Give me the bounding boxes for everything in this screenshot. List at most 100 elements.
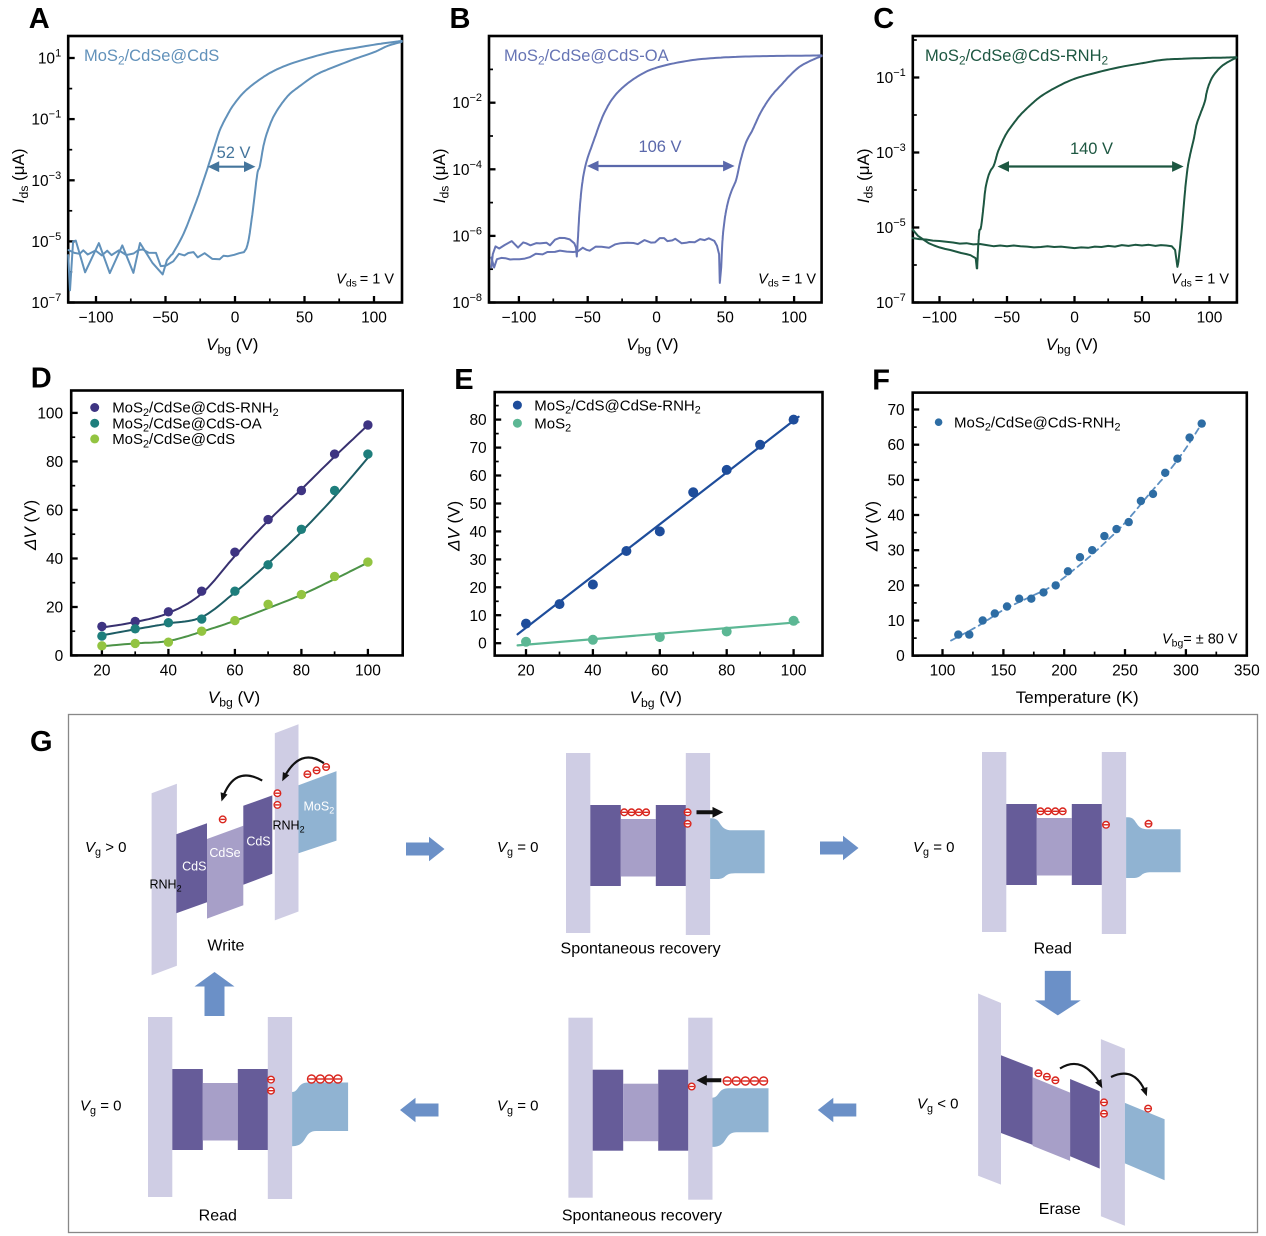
svg-text:20: 20 <box>469 580 487 597</box>
svg-text:80: 80 <box>718 663 736 680</box>
svg-text:MoS2: MoS2 <box>534 415 571 434</box>
svg-text:Vg > 0: Vg > 0 <box>85 839 126 858</box>
svg-text:Vds = 1 V: Vds = 1 V <box>336 272 394 290</box>
svg-text:MoS2/CdSe@CdS-OA: MoS2/CdSe@CdS-OA <box>504 47 669 68</box>
svg-text:MoS2/CdSe@CdS: MoS2/CdSe@CdS <box>112 431 235 450</box>
svg-text:40: 40 <box>887 508 905 525</box>
svg-text:60: 60 <box>887 437 905 454</box>
svg-text:Vbg (V): Vbg (V) <box>626 335 678 357</box>
svg-text:106 V: 106 V <box>638 138 681 156</box>
svg-text:60: 60 <box>651 663 669 680</box>
svg-text:MoS2/CdS@CdSe-RNH2: MoS2/CdS@CdSe-RNH2 <box>534 397 700 416</box>
svg-text:F: F <box>872 365 890 397</box>
svg-text:Vg = 0: Vg = 0 <box>497 1098 538 1117</box>
svg-text:Spontaneous recovery: Spontaneous recovery <box>562 1208 722 1225</box>
svg-text:20: 20 <box>517 663 535 680</box>
svg-text:Spontaneous recovery: Spontaneous recovery <box>561 941 721 958</box>
svg-text:30: 30 <box>469 552 487 569</box>
svg-text:MoS2/CdSe@CdS-RNH2: MoS2/CdSe@CdS-RNH2 <box>954 414 1120 433</box>
svg-text:0: 0 <box>55 648 64 665</box>
svg-text:140 V: 140 V <box>1070 140 1113 158</box>
svg-text:50: 50 <box>469 496 487 513</box>
svg-text:250: 250 <box>1112 663 1138 680</box>
svg-text:40: 40 <box>584 663 602 680</box>
svg-text:Vbg (V): Vbg (V) <box>630 688 682 710</box>
svg-text:−100: −100 <box>501 310 536 327</box>
svg-text:50: 50 <box>296 310 314 327</box>
svg-text:Vg < 0: Vg < 0 <box>917 1096 958 1115</box>
svg-text:60: 60 <box>46 502 64 519</box>
svg-text:40: 40 <box>469 524 487 541</box>
svg-text:Temperature (K): Temperature (K) <box>1016 688 1139 707</box>
svg-text:100: 100 <box>361 310 387 327</box>
svg-text:100: 100 <box>1197 310 1223 327</box>
svg-text:52 V: 52 V <box>217 144 251 162</box>
svg-text:100: 100 <box>355 662 381 679</box>
svg-text:ΔV (V): ΔV (V) <box>445 501 464 552</box>
svg-text:ΔV (V): ΔV (V) <box>21 500 40 551</box>
svg-text:60: 60 <box>469 468 487 485</box>
svg-text:70: 70 <box>887 402 905 419</box>
svg-text:−100: −100 <box>922 310 957 327</box>
svg-text:MoS2/CdSe@CdS-RNH2: MoS2/CdSe@CdS-RNH2 <box>112 400 278 419</box>
svg-text:Vbg (V): Vbg (V) <box>1046 335 1098 357</box>
svg-text:MoS2/CdSe@CdS-OA: MoS2/CdSe@CdS-OA <box>112 415 262 434</box>
svg-text:Vg = 0: Vg = 0 <box>913 839 954 858</box>
svg-text:80: 80 <box>293 662 311 679</box>
svg-text:40: 40 <box>46 551 64 568</box>
svg-text:50: 50 <box>717 310 735 327</box>
svg-text:50: 50 <box>887 472 905 489</box>
svg-text:80: 80 <box>46 454 64 471</box>
svg-text:Vg = 0: Vg = 0 <box>497 839 538 858</box>
svg-text:B: B <box>450 3 471 35</box>
svg-text:Vg = 0: Vg = 0 <box>80 1098 121 1117</box>
svg-text:0: 0 <box>896 648 905 665</box>
svg-text:RNH2: RNH2 <box>150 878 182 894</box>
svg-text:Vbg= ± 80 V: Vbg= ± 80 V <box>1162 632 1238 650</box>
svg-text:CdS: CdS <box>182 860 206 874</box>
svg-text:10: 10 <box>469 608 487 625</box>
svg-text:ΔV (V): ΔV (V) <box>863 501 882 552</box>
svg-text:50: 50 <box>1133 310 1151 327</box>
svg-text:−50: −50 <box>994 310 1021 327</box>
svg-text:100: 100 <box>37 405 63 422</box>
svg-text:20: 20 <box>46 600 64 617</box>
svg-text:Read: Read <box>199 1208 237 1225</box>
svg-text:CdS: CdS <box>246 835 270 849</box>
svg-text:Ids (μA): Ids (μA) <box>9 148 31 203</box>
svg-text:Vds = 1 V: Vds = 1 V <box>1171 272 1229 290</box>
svg-text:−100: −100 <box>79 310 114 327</box>
svg-text:MoS2/CdSe@CdS: MoS2/CdSe@CdS <box>84 47 219 68</box>
svg-text:350: 350 <box>1234 663 1260 680</box>
svg-text:40: 40 <box>160 662 178 679</box>
svg-text:−50: −50 <box>152 310 179 327</box>
svg-text:Vbg (V): Vbg (V) <box>206 335 258 357</box>
svg-text:Read: Read <box>1034 941 1072 958</box>
svg-text:A: A <box>29 3 50 35</box>
svg-text:200: 200 <box>1051 663 1077 680</box>
svg-text:20: 20 <box>887 578 905 595</box>
svg-text:Ids (μA): Ids (μA) <box>854 148 876 203</box>
svg-text:RNH2: RNH2 <box>273 819 305 835</box>
svg-text:−50: −50 <box>575 310 602 327</box>
svg-text:MoS2/CdSe@CdS-RNH2: MoS2/CdSe@CdS-RNH2 <box>925 47 1109 68</box>
svg-text:150: 150 <box>990 663 1016 680</box>
svg-text:Vbg (V): Vbg (V) <box>208 688 260 710</box>
svg-text:100: 100 <box>930 663 956 680</box>
svg-text:80: 80 <box>469 412 487 429</box>
svg-text:MoS2: MoS2 <box>304 800 335 816</box>
svg-text:0: 0 <box>231 310 240 327</box>
svg-text:G: G <box>30 726 53 758</box>
svg-text:30: 30 <box>887 543 905 560</box>
svg-text:Write: Write <box>207 938 244 955</box>
svg-text:CdSe: CdSe <box>209 846 240 860</box>
svg-text:300: 300 <box>1173 663 1199 680</box>
svg-text:Ids (μA): Ids (μA) <box>430 148 452 203</box>
svg-text:D: D <box>31 363 52 395</box>
svg-text:E: E <box>454 364 473 396</box>
svg-text:20: 20 <box>93 662 111 679</box>
svg-text:0: 0 <box>1070 310 1079 327</box>
svg-text:100: 100 <box>781 663 807 680</box>
svg-text:10: 10 <box>887 613 905 630</box>
svg-text:70: 70 <box>469 440 487 457</box>
